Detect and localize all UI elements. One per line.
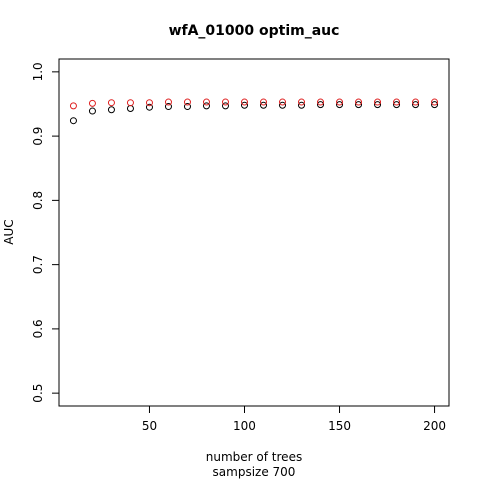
point-series-1 [336,101,344,109]
point-series-1 [317,101,325,109]
point-series-2 [355,98,363,106]
chart-title: wfA_01000 optim_auc [169,23,340,39]
point-series-2 [145,99,153,107]
point-series-1 [412,101,420,109]
point-series-1 [355,101,363,109]
point-series-1 [260,101,268,109]
point-series-1 [279,101,287,109]
point-series-2 [69,102,77,110]
y-tick-label: 0.7 [31,255,45,274]
x-tick-label: 50 [142,419,157,433]
point-series-2 [221,98,229,106]
point-series-1 [298,101,306,109]
point-series-1 [221,102,229,110]
y-axis: 0.5 0.6 0.7 0.8 0.9 1.0 [31,62,59,403]
x-axis: 50 100 150 200 [142,406,446,433]
point-series-2 [393,98,401,106]
point-series-1 [393,101,401,109]
point-series-1 [69,117,77,125]
point-series-2 [164,98,172,106]
point-series-1 [183,103,191,111]
y-tick-label: 0.8 [31,191,45,210]
point-series-1 [126,104,134,112]
point-series-2 [240,98,248,106]
point-series-2 [298,98,306,106]
point-series-1 [431,101,439,109]
plot-frame [58,58,450,407]
point-series-2 [202,98,210,106]
point-series-2 [88,99,96,107]
point-series-2 [126,99,134,107]
point-series-1 [145,103,153,111]
point-series-1 [88,107,96,115]
y-axis-label: AUC [2,219,16,244]
point-series-1 [240,101,248,109]
y-tick-label: 0.9 [31,127,45,146]
point-series-1 [107,106,115,114]
point-series-2 [260,98,268,106]
point-series-2 [374,98,382,106]
point-series-2 [279,98,287,106]
x-tick-label: 150 [328,419,351,433]
point-series-2 [183,98,191,106]
y-tick-label: 1.0 [31,62,45,81]
point-series-2 [107,99,115,107]
point-series-1 [202,102,210,110]
data-points [69,98,439,125]
point-series-2 [317,98,325,106]
point-series-2 [412,98,420,106]
y-tick-label: 0.5 [31,384,45,403]
point-series-2 [336,98,344,106]
x-tick-label: 200 [423,419,446,433]
point-series-2 [431,98,439,106]
x-axis-label: number of trees [206,450,302,464]
x-axis-sublabel: sampsize 700 [213,465,296,479]
point-series-1 [374,101,382,109]
y-tick-label: 0.6 [31,319,45,338]
point-series-1 [164,103,172,111]
x-tick-label: 100 [233,419,256,433]
